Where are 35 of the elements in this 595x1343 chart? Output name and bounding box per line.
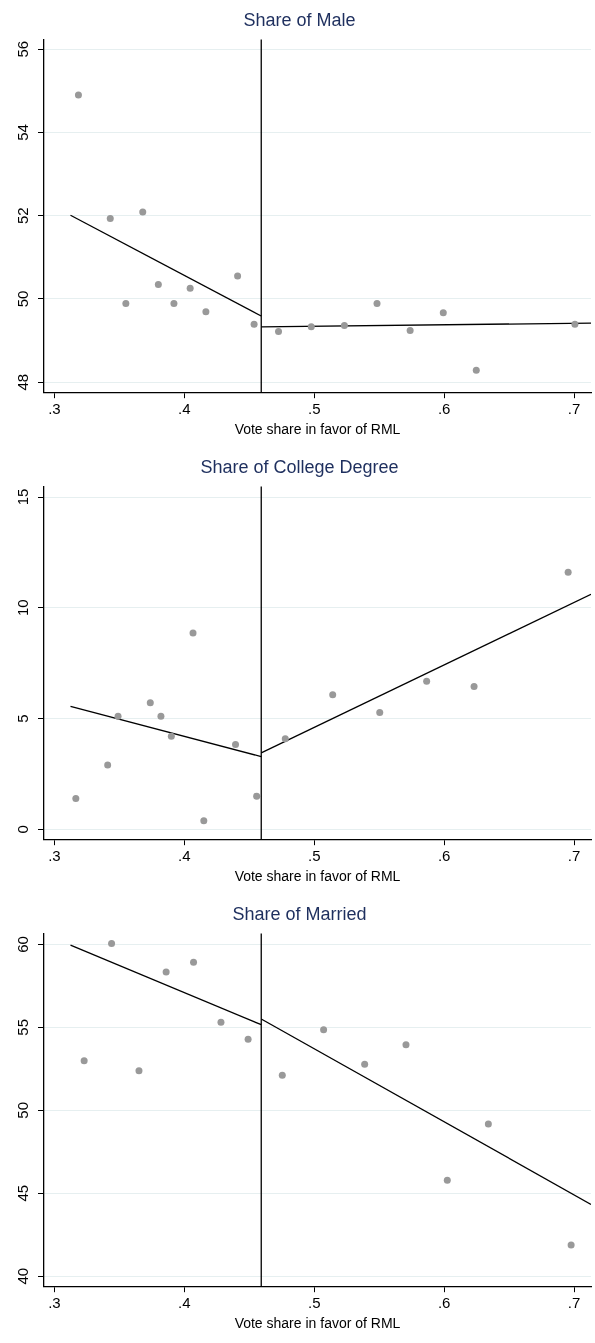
y-tick-label: 10 (14, 599, 32, 617)
y-tick-label: 0 (14, 825, 32, 834)
y-tick-label: 52 (14, 207, 32, 225)
x-tick-label: .3 (48, 400, 61, 418)
y-tick-label: 56 (14, 40, 32, 58)
x-tick-label: .5 (307, 400, 321, 418)
x-tick-label: .4 (178, 1294, 191, 1312)
y-tick-label: 50 (14, 290, 32, 308)
x-tick-label: .3 (48, 847, 61, 865)
x-axis-title: Vote share in favor of RML (234, 868, 401, 885)
y-tick-label: 55 (14, 1019, 32, 1036)
y-tick-label: 45 (14, 1184, 32, 1202)
y-tick-label: 5 (14, 714, 32, 723)
x-tick-label: .7 (567, 400, 581, 418)
x-tick-label: .4 (178, 847, 191, 865)
x-tick-label: .4 (178, 400, 191, 418)
x-axis-title: Vote share in favor of RML (234, 421, 401, 438)
x-tick-label: .7 (567, 847, 581, 865)
chart-title: Share of College Degree (200, 456, 399, 477)
x-tick-label: .6 (437, 1294, 451, 1312)
y-tick-label: 48 (14, 373, 32, 391)
x-tick-label: .3 (48, 1294, 61, 1312)
x-axis-title: Vote share in favor of RML (234, 1315, 401, 1332)
x-tick-label: .7 (567, 1294, 581, 1312)
x-tick-label: .6 (437, 847, 451, 865)
x-tick-label: .5 (307, 1294, 321, 1312)
chart-title: Share of Married (232, 903, 367, 924)
y-tick-label: 60 (14, 936, 32, 953)
x-tick-label: .5 (307, 847, 321, 865)
y-tick-label: 15 (14, 488, 32, 506)
y-tick-label: 54 (14, 124, 32, 141)
chart-title: Share of Male (243, 9, 356, 30)
y-tick-label: 40 (14, 1267, 32, 1285)
x-tick-label: .6 (437, 400, 451, 418)
y-tick-label: 50 (14, 1101, 32, 1119)
